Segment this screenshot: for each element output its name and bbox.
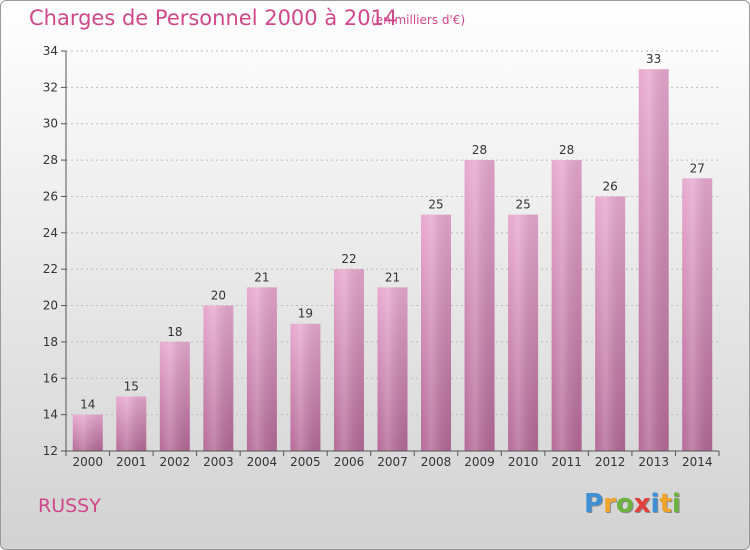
y-tick-label: 30 bbox=[43, 117, 58, 131]
x-tick-label: 2012 bbox=[595, 455, 626, 469]
y-tick-label: 34 bbox=[43, 44, 58, 58]
x-tick-label: 2006 bbox=[334, 455, 365, 469]
x-tick-label: 2014 bbox=[682, 455, 713, 469]
bar-highlight bbox=[72, 414, 103, 451]
y-tick-label: 24 bbox=[43, 226, 58, 240]
bar-highlight bbox=[551, 160, 582, 451]
x-tick-label: 2001 bbox=[116, 455, 147, 469]
bar-highlight bbox=[290, 323, 321, 451]
bar-highlight bbox=[421, 214, 452, 451]
x-tick-label: 2004 bbox=[247, 455, 278, 469]
x-tick-label: 2010 bbox=[508, 455, 539, 469]
data-label: 21 bbox=[254, 270, 269, 284]
y-tick-label: 22 bbox=[43, 262, 58, 276]
data-label: 33 bbox=[646, 52, 661, 66]
data-label: 26 bbox=[603, 179, 618, 193]
y-tick-label: 20 bbox=[43, 299, 58, 313]
logo-letter: x bbox=[633, 489, 651, 519]
commune-name: RUSSY bbox=[38, 495, 101, 517]
bar-highlight bbox=[333, 269, 364, 451]
y-tick-label: 26 bbox=[43, 189, 58, 203]
data-label: 25 bbox=[515, 198, 530, 212]
data-label: 18 bbox=[167, 325, 182, 339]
bar-highlight bbox=[377, 287, 408, 451]
x-tick-label: 2005 bbox=[290, 455, 321, 469]
bar-highlight bbox=[638, 69, 669, 451]
logo-letter: P bbox=[584, 489, 604, 519]
bar-highlight bbox=[595, 196, 626, 451]
data-label: 27 bbox=[690, 161, 705, 175]
chart-subtitle: (en milliers d'€) bbox=[371, 13, 466, 27]
bar-highlight bbox=[464, 160, 495, 451]
logo-letter: o bbox=[615, 489, 634, 519]
logo-letter: r bbox=[603, 489, 616, 519]
bar-highlight bbox=[116, 396, 147, 451]
x-tick-label: 2013 bbox=[638, 455, 669, 469]
data-label: 15 bbox=[124, 379, 139, 393]
data-label: 20 bbox=[211, 289, 226, 303]
y-tick-label: 16 bbox=[43, 371, 58, 385]
data-label: 19 bbox=[298, 307, 313, 321]
bar-highlight bbox=[682, 178, 713, 452]
data-label: 21 bbox=[385, 270, 400, 284]
x-tick-label: 2011 bbox=[551, 455, 582, 469]
x-tick-label: 2009 bbox=[464, 455, 495, 469]
bar-highlight bbox=[246, 287, 277, 451]
bar-highlight bbox=[508, 214, 539, 451]
bar-highlight bbox=[203, 305, 234, 451]
x-tick-label: 2008 bbox=[421, 455, 452, 469]
chart-title: Charges de Personnel 2000 à 2014 bbox=[29, 6, 398, 30]
data-label: 22 bbox=[341, 252, 356, 266]
logo-letter: t bbox=[659, 489, 672, 519]
data-label: 28 bbox=[472, 143, 487, 157]
y-tick-label: 14 bbox=[43, 408, 58, 422]
x-tick-label: 2003 bbox=[203, 455, 234, 469]
data-label: 25 bbox=[428, 198, 443, 212]
data-label: 28 bbox=[559, 143, 574, 157]
proxiti-logo: Proxiti bbox=[584, 489, 681, 519]
logo-letter: i bbox=[650, 489, 660, 519]
x-tick-label: 2007 bbox=[377, 455, 408, 469]
x-tick-label: 2000 bbox=[72, 455, 103, 469]
x-tick-label: 2002 bbox=[160, 455, 191, 469]
y-tick-label: 18 bbox=[43, 335, 58, 349]
bar-highlight bbox=[159, 341, 190, 451]
y-tick-label: 12 bbox=[43, 444, 58, 458]
data-label: 14 bbox=[80, 398, 95, 412]
y-tick-label: 28 bbox=[43, 153, 58, 167]
y-tick-label: 32 bbox=[43, 80, 58, 94]
logo-letter: i bbox=[671, 489, 681, 519]
